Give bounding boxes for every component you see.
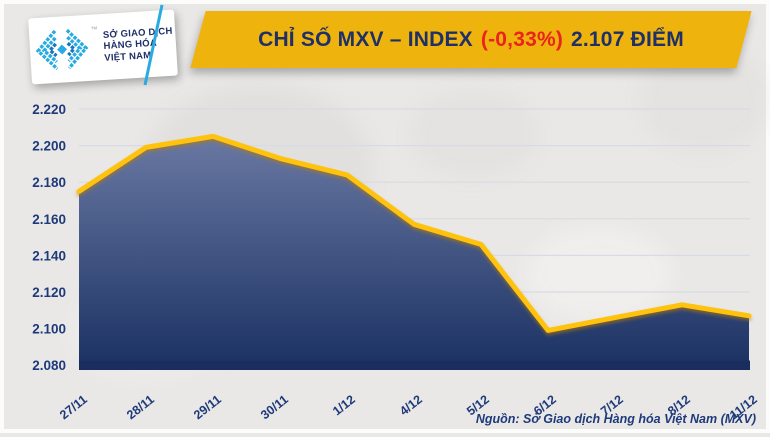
y-axis-tick-label: 2.160 bbox=[32, 212, 66, 227]
index-line bbox=[76, 133, 752, 333]
trademark-symbol: ™ bbox=[90, 26, 98, 34]
chart-title: CHỈ SỐ MXV – INDEX (-0,33%) 2.107 ĐIỂM bbox=[198, 11, 744, 68]
mxv-logo-icon bbox=[35, 28, 89, 71]
title-prefix: CHỈ SỐ MXV – INDEX bbox=[258, 27, 473, 51]
source-credit: Nguồn: Sở Giao dịch Hàng hóa Việt Nam (M… bbox=[476, 412, 756, 426]
y-axis-tick-label: 2.120 bbox=[32, 285, 66, 300]
area-fill bbox=[79, 136, 749, 366]
y-axis-labels: 2.220 2.200 2.180 2.160 2.140 2.120 2.100 2.080 bbox=[32, 102, 66, 373]
x-axis-tick-label: 30/11 bbox=[258, 392, 291, 422]
y-axis-tick-label: 2.100 bbox=[32, 322, 66, 337]
x-axis-tick-label: 29/11 bbox=[191, 392, 224, 422]
x-axis-line bbox=[79, 360, 750, 370]
x-axis-tick-label: 27/11 bbox=[57, 392, 90, 422]
x-axis-tick-label: 1/12 bbox=[330, 392, 358, 418]
y-axis-tick-label: 2.180 bbox=[32, 175, 66, 190]
y-axis-tick-label: 2.220 bbox=[32, 102, 66, 117]
x-axis-tick-label: 4/12 bbox=[397, 392, 425, 418]
y-axis-tick-label: 2.200 bbox=[32, 139, 66, 154]
title-banner: CHỈ SỐ MXV – INDEX (-0,33%) 2.107 ĐIỂM bbox=[190, 11, 752, 68]
y-axis-tick-label: 2.140 bbox=[32, 248, 66, 263]
mxv-logo-card: ™ SỞ GIAO DỊCH HÀNG HÓA VIỆT NAM bbox=[28, 9, 178, 85]
mxv-logo-text: SỞ GIAO DỊCH HÀNG HÓA VIỆT NAM bbox=[103, 25, 175, 64]
title-index-value: 2.107 ĐIỂM bbox=[571, 27, 684, 51]
mxv-index-chart: 2.220 2.200 2.180 2.160 2.140 2.120 2.100 2.080… bbox=[32, 44, 769, 426]
title-change-percent: (-0,33%) bbox=[480, 27, 564, 51]
y-axis-tick-label: 2.080 bbox=[32, 358, 66, 373]
x-axis-tick-label: 28/11 bbox=[124, 392, 157, 422]
